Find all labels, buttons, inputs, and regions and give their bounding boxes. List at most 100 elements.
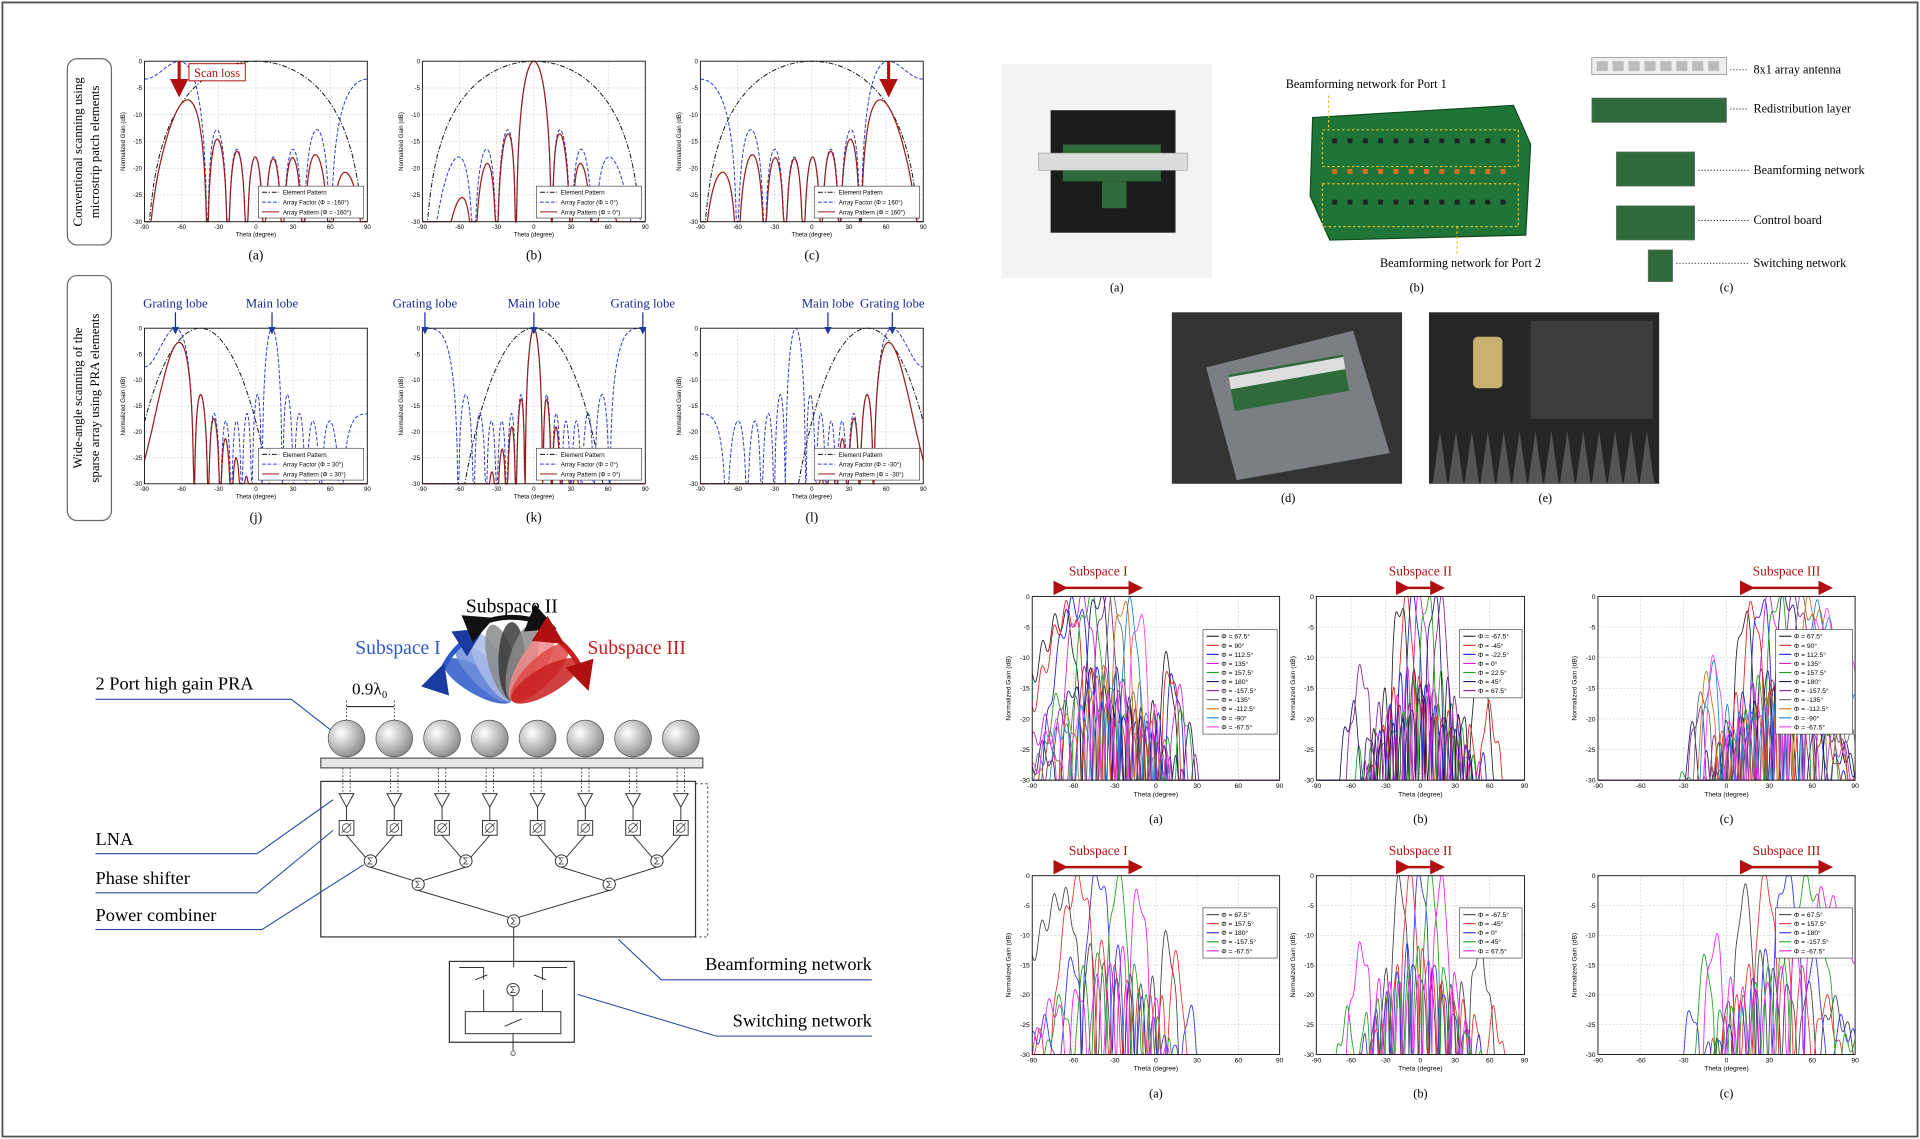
x-tick-label: -30 [1679, 1057, 1689, 1064]
x-tick-label: 30 [568, 224, 575, 231]
phase-shifter-symbol [389, 823, 399, 833]
pcb-chip [1378, 199, 1384, 205]
layer-label: Control board [1753, 213, 1821, 227]
y-tick-label: -25 [1020, 1022, 1030, 1029]
y-tick-label: -15 [1020, 962, 1030, 969]
pcb-chip [1408, 138, 1414, 144]
legend-label: Φ = 157.5° [1794, 669, 1827, 677]
legend-label: Φ = 22.5° [1478, 669, 1507, 677]
legend-label: Φ = -135° [1794, 696, 1823, 704]
legend-label: Array Factor (Φ = -160°) [283, 200, 349, 207]
antenna-element [1708, 61, 1720, 72]
annotation-box [188, 63, 246, 82]
pcb-chip [1393, 138, 1399, 144]
absorber [1544, 431, 1559, 484]
absorber [1639, 431, 1655, 484]
x-tick-label: 60 [883, 224, 890, 231]
pcb-chip [1362, 169, 1368, 174]
x-tick-label: 60 [327, 224, 334, 231]
x-axis-label: Theta (degree) [514, 231, 554, 238]
y-tick-label: -30 [689, 481, 698, 488]
y-tick-label: -10 [689, 112, 698, 119]
row-label: Conventional scanning using [71, 77, 85, 227]
y-tick-label: -25 [1586, 1022, 1596, 1029]
legend-label: Element Pattern [839, 452, 883, 459]
x-tick-label: 30 [1451, 1057, 1459, 1064]
x-tick-label: -30 [1110, 1057, 1120, 1064]
x-tick-label: -90 [1593, 1057, 1603, 1064]
pcb-chip [1332, 169, 1338, 174]
pcb-chip [1470, 169, 1475, 174]
legend-label: Φ = -112.5° [1794, 705, 1829, 713]
y-tick-label: 0 [1592, 594, 1596, 601]
y-axis-label: Normalized Gain (dB) [120, 377, 127, 436]
y-tick-label: -5 [693, 85, 699, 92]
wire [422, 866, 467, 882]
y-tick-label: -25 [1586, 747, 1596, 754]
legend-label: Φ = 135° [1221, 660, 1248, 668]
scan-arc [531, 615, 594, 692]
y-tick-label: 0 [1310, 594, 1314, 601]
y-axis-label: Normalized Gain (dB) [1571, 933, 1578, 998]
power-combiner [363, 854, 378, 868]
power-combiner [554, 854, 569, 868]
plot-frame [1597, 875, 1856, 1055]
legend-label: Φ = -67.5° [1794, 947, 1825, 955]
photo-caption: (b) [1410, 280, 1424, 294]
legend-label: Φ = -135° [1221, 696, 1250, 704]
y-tick-label: -5 [1590, 903, 1596, 910]
legend-label: Φ = 135° [1794, 660, 1821, 668]
y-tick-label: -20 [1586, 716, 1596, 723]
legend-label: Φ = 180° [1794, 929, 1821, 937]
x-tick-label: 90 [364, 224, 371, 231]
phase-shifter-symbol [628, 823, 638, 833]
legend-label: Array Pattern (Φ = 160°) [839, 209, 905, 216]
photo-caption: (a) [1110, 280, 1124, 294]
y-axis-label: Normalized Gain (dB) [676, 112, 683, 171]
y-tick-label: 0 [1592, 873, 1596, 880]
x-tick-label: 60 [1486, 1057, 1494, 1064]
y-tick-label: -10 [1586, 933, 1596, 940]
legend-label: Φ = 67.5° [1794, 633, 1823, 641]
x-tick-label: -30 [1381, 1057, 1391, 1064]
y-tick-label: -5 [1308, 624, 1314, 631]
absorber [1512, 431, 1527, 484]
lna [624, 793, 642, 809]
x-axis-label: Theta (degree) [1704, 1066, 1748, 1073]
legend-label: Φ = 45° [1478, 678, 1501, 686]
pcb-chip [1485, 199, 1491, 205]
pcb-chip [1362, 138, 1368, 144]
y-tick-label: -30 [1586, 1052, 1596, 1059]
legend-label: Φ = 157.5° [1794, 920, 1827, 928]
x-tick-label: 90 [1521, 783, 1529, 790]
pcb-chip [1347, 199, 1353, 205]
photo-antenna [1038, 152, 1189, 171]
antenna-element [1612, 61, 1624, 72]
sigma [367, 857, 373, 865]
photo-label: Beamforming network for Port 1 [1286, 77, 1447, 91]
x-tick-label: 0 [532, 224, 536, 231]
subspace-label: Subspace III [588, 638, 686, 659]
photo-caption: (c) [1720, 280, 1734, 294]
pcb-chip [1500, 199, 1506, 205]
panel-caption: (c) [1720, 812, 1734, 826]
x-tick-label: 90 [642, 224, 649, 231]
x-tick-label: 60 [1235, 783, 1243, 790]
pcb-chip [1485, 138, 1491, 144]
legend-label: Φ = -157.5° [1794, 687, 1829, 695]
y-tick-label: -30 [1020, 778, 1030, 785]
y-tick-label: 0 [139, 325, 143, 332]
y-tick-label: 0 [1026, 873, 1030, 880]
annotation: Grating lobe [393, 296, 458, 310]
annotation: Main lobe [246, 296, 299, 310]
x-tick-label: -30 [492, 486, 501, 493]
y-tick-label: -30 [133, 219, 142, 226]
layer-photo [1647, 249, 1673, 282]
pcb-chip [1408, 169, 1414, 174]
wire [374, 834, 395, 858]
x-tick-label: -30 [492, 224, 501, 231]
plot-frame [421, 60, 646, 223]
x-tick-label: -30 [1381, 783, 1391, 790]
x-axis-label: Theta (degree) [236, 493, 276, 500]
wire [418, 889, 509, 918]
